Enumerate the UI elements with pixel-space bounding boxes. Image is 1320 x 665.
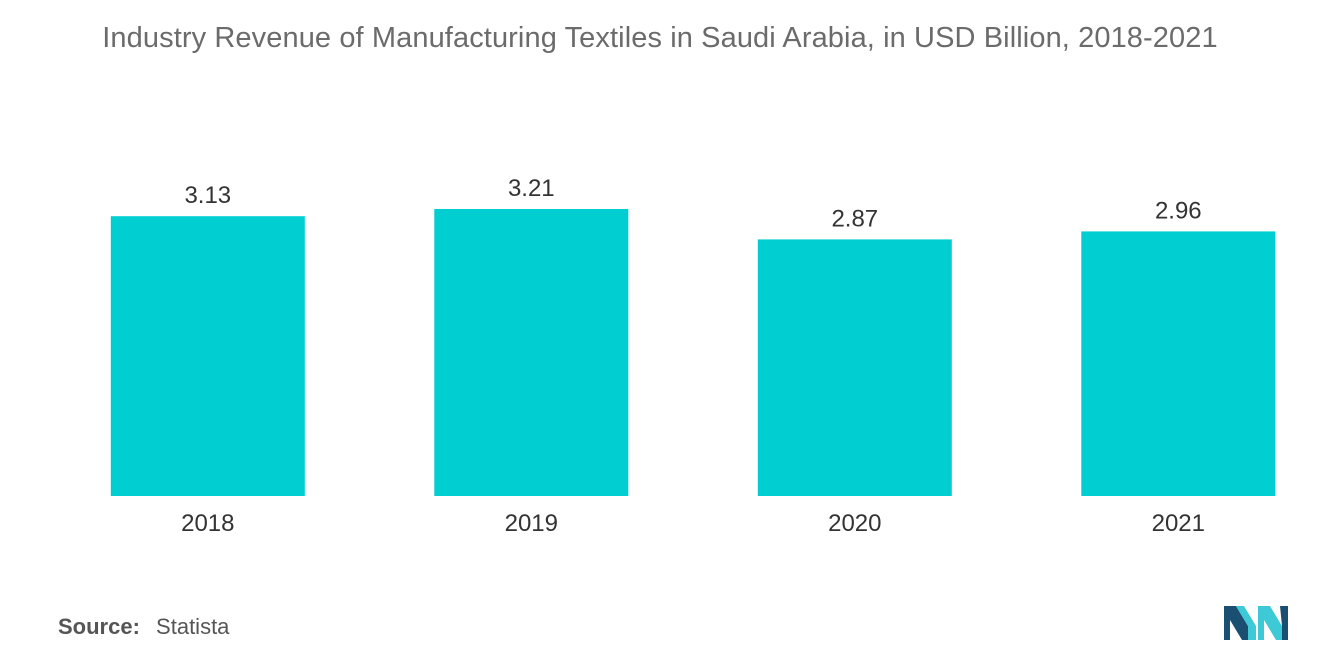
data-label-2020: 2.87	[831, 205, 878, 232]
data-label-2018: 3.13	[184, 182, 231, 209]
x-tick-label-2021: 2021	[1152, 510, 1205, 537]
data-label-2021: 2.96	[1155, 197, 1202, 224]
bar-2019	[434, 209, 629, 496]
bar-2018	[110, 216, 305, 496]
x-tick-label-2018: 2018	[181, 510, 234, 537]
x-tick-label-2019: 2019	[505, 510, 558, 537]
brand-logo-icon	[1224, 606, 1288, 640]
x-tick-label-2020: 2020	[828, 510, 881, 537]
source-value: Statista	[156, 614, 230, 639]
source-note: Source: Statista	[58, 614, 229, 640]
data-label-2019: 3.21	[508, 175, 555, 202]
bar-2021	[1081, 231, 1276, 496]
source-label: Source:	[58, 614, 140, 639]
chart-title: Industry Revenue of Manufacturing Textil…	[102, 22, 1218, 54]
bar-2020	[757, 239, 952, 496]
